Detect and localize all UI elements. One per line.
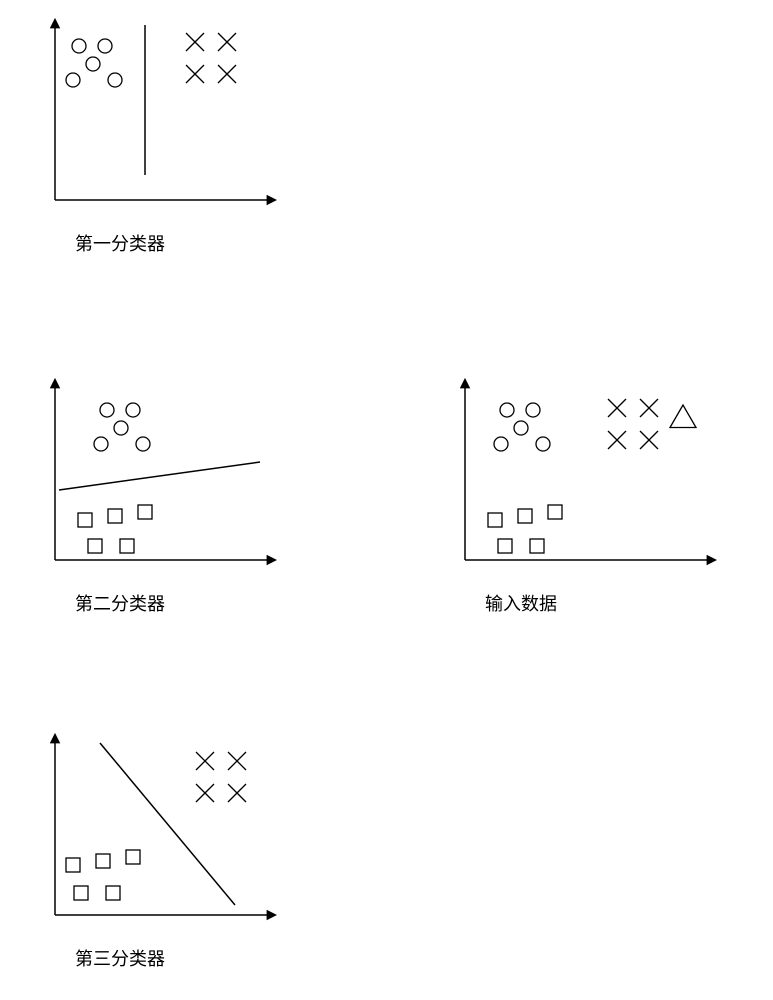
- classifier-3-caption: 第三分类器: [75, 945, 165, 971]
- classifier-2-panel: [45, 370, 285, 580]
- input-data-plot: [455, 370, 735, 580]
- classifier-2-caption: 第二分类器: [75, 590, 165, 616]
- classifier-3-plot: [45, 725, 285, 935]
- input-data-panel: [455, 370, 735, 580]
- input-data-caption: 输入数据: [485, 590, 557, 616]
- classifier-1-caption: 第一分类器: [75, 230, 165, 256]
- classifier-3-panel: [45, 725, 285, 935]
- classifier-2-plot: [45, 370, 285, 580]
- classifier-1-plot: [45, 10, 285, 220]
- classifier-1-panel: [45, 10, 285, 220]
